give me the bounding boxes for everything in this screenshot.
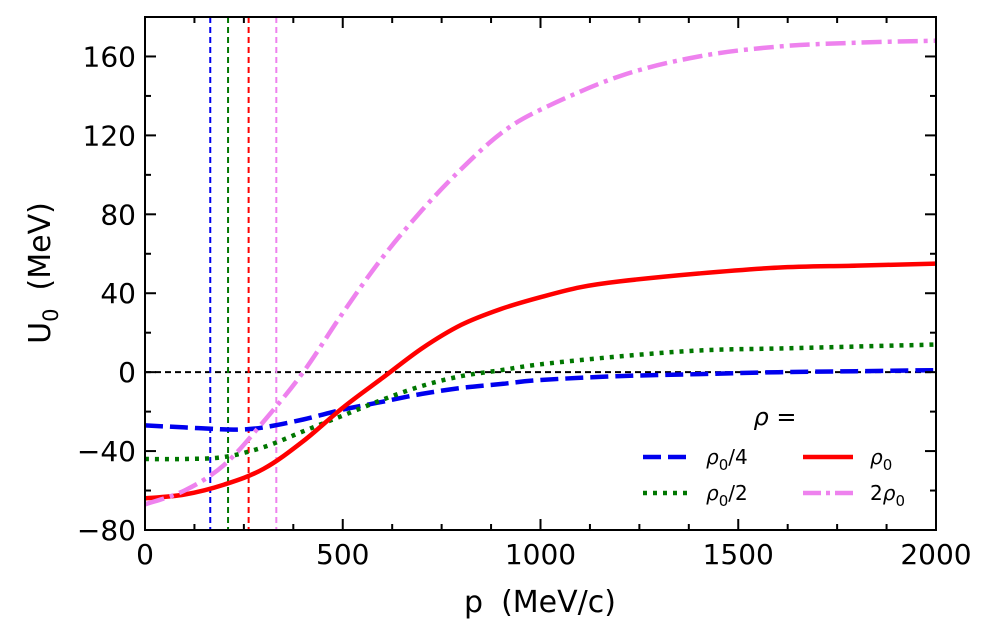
plot-frame [144, 16, 937, 531]
x-tick-label: 0 [136, 538, 154, 571]
y-tick-label: 0 [118, 356, 136, 389]
y-tick-label: −40 [77, 435, 136, 468]
y-tick-label: 40 [100, 277, 136, 310]
legend-label-1: ρ0/4 [706, 445, 748, 474]
legend-label-3: ρ0 [870, 445, 892, 474]
y-tick-label: 80 [100, 198, 136, 231]
y-tick-label: −80 [77, 514, 136, 547]
x-tick-label: 2000 [900, 538, 971, 571]
series-line-4 [144, 38, 937, 507]
x-tick-label: 1500 [703, 538, 774, 571]
plot-border [144, 16, 937, 531]
x-tick-label: 1000 [505, 538, 576, 571]
y-tick-label: 120 [83, 119, 136, 152]
y-axis-title: U0(MeV) [23, 202, 63, 344]
legend-label-2: ρ0/2 [706, 481, 748, 510]
axis-ticks [144, 16, 937, 531]
plot-content [144, 17, 937, 530]
legend: ρ = ρ0/4 ρ0/2 ρ0 2ρ0 [643, 403, 905, 510]
legend-label-4: 2ρ0 [870, 481, 905, 510]
x-axis-title: p (MeV/c) [464, 585, 616, 620]
series-line-3 [144, 261, 937, 501]
legend-title: ρ = [754, 403, 797, 431]
series-line-2 [144, 342, 937, 462]
tick-labels: 0 500 1000 1500 2000 −80 −40 0 40 80 120 160 [77, 40, 972, 571]
y-tick-label: 160 [83, 40, 136, 73]
series-line-1 [144, 367, 937, 432]
x-tick-label: 500 [316, 538, 369, 571]
